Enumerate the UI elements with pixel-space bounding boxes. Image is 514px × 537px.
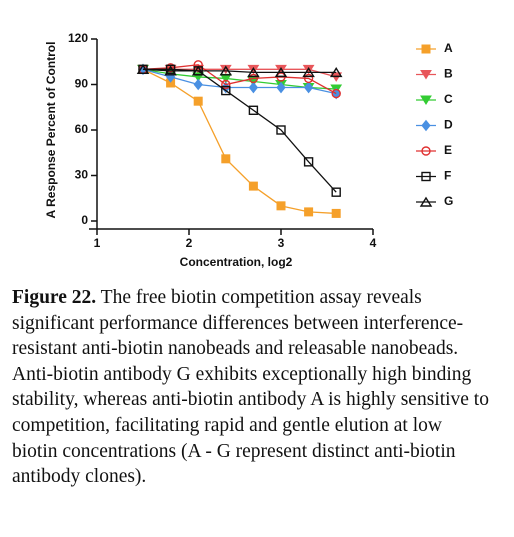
caption-text: The free biotin competition assay reveal… xyxy=(12,287,489,488)
legend-label: E xyxy=(444,143,452,157)
marker xyxy=(421,44,431,54)
legend-label: G xyxy=(444,194,453,208)
marker xyxy=(303,81,314,94)
caption: Figure 22. The free biotin competition a… xyxy=(12,285,492,490)
marker xyxy=(420,70,432,80)
caption-label: Figure 22. xyxy=(12,287,97,308)
marker xyxy=(276,201,286,211)
marker xyxy=(248,181,258,191)
marker xyxy=(248,81,259,94)
marker xyxy=(247,67,260,78)
y-tick-label: 60 xyxy=(75,122,89,136)
marker xyxy=(221,154,231,164)
marker xyxy=(331,88,341,99)
x-tick-label: 3 xyxy=(278,236,285,250)
marker xyxy=(221,85,231,96)
marker xyxy=(165,64,176,75)
x-axis-title: Concentration, log2 xyxy=(180,255,293,269)
marker xyxy=(164,65,177,76)
marker xyxy=(193,60,203,70)
y-tick-label: 120 xyxy=(68,31,88,45)
legend-label: D xyxy=(444,118,453,132)
x-tick-label: 4 xyxy=(370,236,377,250)
x-tick-label: 1 xyxy=(94,236,101,250)
marker xyxy=(276,125,286,135)
series-line xyxy=(142,68,337,74)
series-line xyxy=(142,68,337,215)
marker xyxy=(329,67,343,78)
marker xyxy=(302,67,315,78)
marker xyxy=(331,208,341,218)
marker xyxy=(303,157,314,167)
marker xyxy=(221,79,231,90)
marker xyxy=(420,95,432,105)
marker xyxy=(191,65,205,76)
y-tick-label: 90 xyxy=(75,77,89,91)
marker xyxy=(419,196,433,207)
x-tick-label: 2 xyxy=(186,236,193,250)
marker xyxy=(248,73,259,84)
marker xyxy=(331,187,341,197)
marker xyxy=(219,64,232,75)
y-axis-title: A Response Percent of Control xyxy=(44,42,58,219)
legend-label: B xyxy=(444,67,453,81)
marker xyxy=(248,105,259,115)
marker xyxy=(274,67,288,78)
marker xyxy=(193,96,203,106)
marker xyxy=(221,81,231,94)
legend-label: F xyxy=(444,169,451,183)
legend-label: C xyxy=(444,92,453,106)
y-tick-label: 0 xyxy=(81,213,88,227)
marker xyxy=(276,81,286,94)
marker xyxy=(421,171,431,182)
marker xyxy=(136,64,150,75)
legend-label: A xyxy=(444,41,453,55)
chart: A Response Percent of Control Concentrat… xyxy=(44,31,453,269)
marker xyxy=(421,146,431,156)
marker xyxy=(219,65,233,76)
marker xyxy=(193,78,203,91)
marker xyxy=(421,119,431,132)
marker xyxy=(303,73,314,84)
marker xyxy=(304,207,314,217)
y-tick-label: 30 xyxy=(75,168,89,182)
